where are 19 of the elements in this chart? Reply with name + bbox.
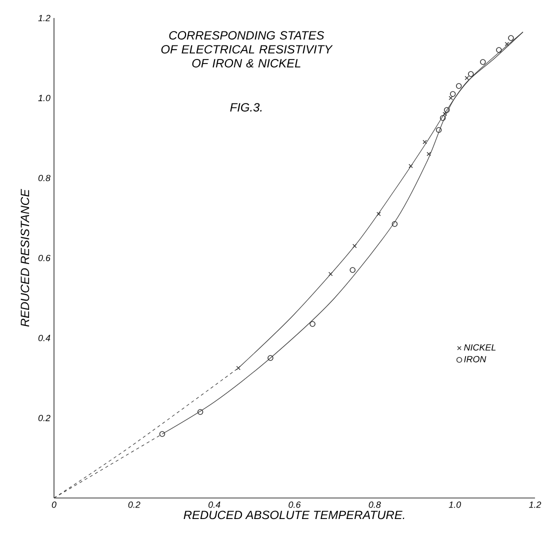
y-axis-title: REDUCED RESISTANCE (20, 188, 30, 327)
x-tick-label: 0.6 (288, 502, 301, 508)
x-tick-label: 0.8 (368, 502, 381, 508)
y-tick-label: 0.6 (38, 254, 50, 262)
legend-label: IRON (464, 356, 486, 362)
x-tick-label: 0.2 (128, 502, 140, 508)
x-tick-label: 1.0 (448, 502, 461, 508)
text: FIG.3. (230, 103, 262, 112)
y-tick-label: 1.0 (38, 94, 50, 102)
text: CORRESPONDING STATES OF ELECTRICAL RESISTIVITY OF IRON & NICKEL (161, 31, 333, 68)
legend-label: NICKEL (464, 344, 496, 351)
y-tick-label: 0.2 (38, 414, 50, 422)
y-tick-label: 0.4 (38, 334, 50, 342)
x-tick-label: 0.4 (208, 502, 220, 508)
y-tick-label: 0.8 (38, 174, 50, 182)
x-tick-label: 1.2 (529, 502, 542, 508)
x-tick-label: 0 (52, 502, 56, 508)
y-tick-label: 1.2 (38, 14, 50, 22)
x-axis-title: REDUCED ABSOLUTE TEMPERATURE. (184, 510, 404, 520)
